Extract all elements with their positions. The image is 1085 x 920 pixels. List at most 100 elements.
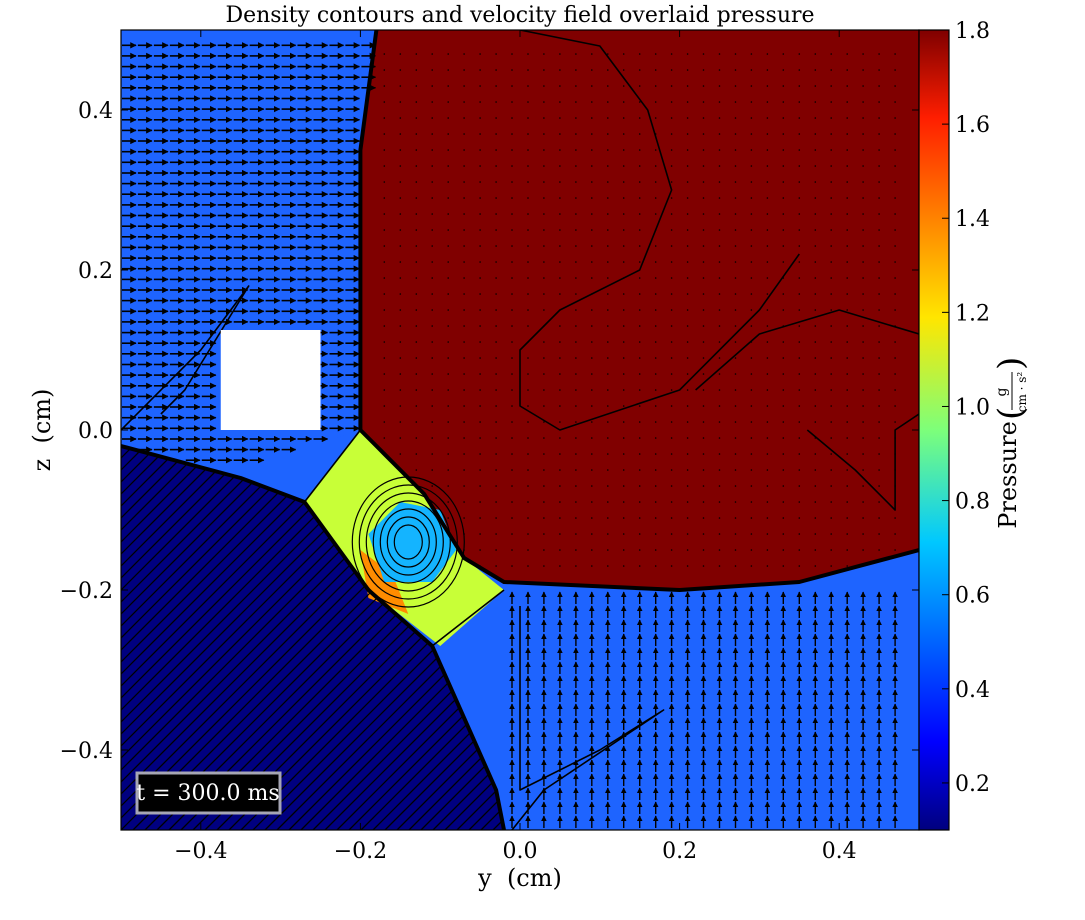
velocity-dot bbox=[782, 85, 785, 87]
velocity-dot bbox=[734, 197, 737, 199]
velocity-arrow-diag bbox=[973, 410, 1085, 830]
velocity-dot bbox=[415, 405, 418, 407]
velocity-dot bbox=[846, 421, 848, 423]
velocity-dot bbox=[718, 437, 721, 439]
velocity-dot bbox=[638, 229, 641, 231]
velocity-dot bbox=[447, 149, 450, 151]
velocity-dot bbox=[766, 469, 769, 471]
velocity-dot bbox=[511, 293, 513, 295]
velocity-dot bbox=[718, 469, 721, 471]
velocity-dot bbox=[447, 421, 450, 423]
velocity-dot bbox=[718, 277, 721, 279]
velocity-dot bbox=[399, 197, 402, 199]
velocity-dot bbox=[846, 325, 848, 327]
velocity-dot bbox=[607, 245, 609, 247]
velocity-dot bbox=[798, 69, 801, 71]
velocity-dot bbox=[782, 421, 785, 423]
velocity-dot bbox=[702, 517, 705, 519]
velocity-dot bbox=[447, 405, 450, 407]
velocity-dot bbox=[527, 229, 529, 231]
velocity-dot bbox=[399, 85, 402, 87]
velocity-arrow-diag bbox=[121, 446, 266, 830]
velocity-dot bbox=[463, 421, 465, 423]
velocity-dot bbox=[718, 405, 721, 407]
velocity-dot bbox=[686, 69, 689, 71]
velocity-dot bbox=[798, 197, 801, 199]
velocity-dot bbox=[894, 85, 896, 87]
velocity-dot bbox=[447, 53, 450, 55]
velocity-dot bbox=[766, 341, 769, 343]
velocity-dot bbox=[782, 101, 785, 103]
velocity-dot bbox=[607, 261, 609, 263]
velocity-dot bbox=[622, 117, 625, 119]
velocity-dot bbox=[383, 149, 386, 151]
velocity-dot bbox=[750, 485, 753, 487]
velocity-dot bbox=[766, 53, 769, 55]
velocity-dot bbox=[750, 149, 753, 151]
velocity-dot bbox=[447, 277, 450, 279]
velocity-dot bbox=[607, 421, 609, 423]
velocity-dot bbox=[686, 485, 689, 487]
velocity-dot bbox=[607, 549, 609, 551]
velocity-dot bbox=[415, 197, 418, 199]
velocity-dot bbox=[830, 309, 832, 311]
velocity-arrow-diag bbox=[1021, 410, 1085, 830]
velocity-dot bbox=[622, 85, 625, 87]
velocity-dot bbox=[894, 69, 896, 71]
velocity-dot bbox=[383, 229, 386, 231]
velocity-dot bbox=[543, 453, 545, 455]
velocity-dot bbox=[782, 357, 785, 359]
velocity-dot bbox=[670, 165, 673, 167]
velocity-dot bbox=[782, 389, 785, 391]
velocity-dot bbox=[383, 421, 386, 423]
velocity-dot bbox=[798, 485, 801, 487]
velocity-dot bbox=[383, 277, 386, 279]
velocity-dot bbox=[814, 85, 817, 87]
velocity-dot bbox=[638, 149, 641, 151]
velocity-arrow-diag bbox=[168, 446, 504, 830]
x-tick-label: −0.4 bbox=[174, 839, 227, 864]
velocity-dot bbox=[431, 453, 434, 455]
velocity-dot bbox=[734, 181, 737, 183]
velocity-dot bbox=[862, 165, 864, 167]
velocity-dot bbox=[750, 117, 753, 119]
velocity-dot bbox=[463, 245, 465, 247]
velocity-dot bbox=[862, 69, 864, 71]
velocity-dot bbox=[814, 405, 817, 407]
velocity-dot bbox=[575, 149, 577, 151]
velocity-dot bbox=[527, 325, 529, 327]
colorbar-units-numerator: g bbox=[994, 387, 1010, 396]
velocity-dot bbox=[702, 197, 705, 199]
velocity-dot bbox=[399, 165, 402, 167]
velocity-dot bbox=[830, 565, 832, 567]
velocity-dot bbox=[591, 325, 593, 327]
velocity-dot bbox=[638, 133, 641, 135]
velocity-dot bbox=[814, 245, 817, 247]
velocity-dot bbox=[654, 69, 657, 71]
velocity-dot bbox=[431, 357, 434, 359]
velocity-dot bbox=[782, 485, 785, 487]
velocity-dot bbox=[830, 245, 832, 247]
velocity-dot bbox=[702, 261, 705, 263]
velocity-dot bbox=[495, 117, 497, 119]
velocity-dot bbox=[766, 277, 769, 279]
velocity-dot bbox=[814, 293, 817, 295]
velocity-dot bbox=[894, 117, 896, 119]
velocity-dot bbox=[718, 341, 721, 343]
velocity-dot bbox=[814, 501, 817, 503]
velocity-dot bbox=[782, 229, 785, 231]
velocity-dot bbox=[750, 69, 753, 71]
velocity-dot bbox=[654, 261, 657, 263]
velocity-dot bbox=[734, 501, 737, 503]
velocity-dot bbox=[479, 373, 481, 375]
velocity-arrow-diag bbox=[121, 446, 254, 830]
velocity-dot bbox=[511, 501, 513, 503]
velocity-dot bbox=[575, 229, 577, 231]
velocity-dot bbox=[527, 357, 529, 359]
velocity-dot bbox=[654, 565, 657, 567]
velocity-dot bbox=[495, 453, 497, 455]
time-annotation: t = 300.0 ms bbox=[135, 771, 282, 815]
velocity-dot bbox=[479, 229, 481, 231]
velocity-dot bbox=[830, 325, 832, 327]
velocity-dot bbox=[527, 533, 529, 535]
